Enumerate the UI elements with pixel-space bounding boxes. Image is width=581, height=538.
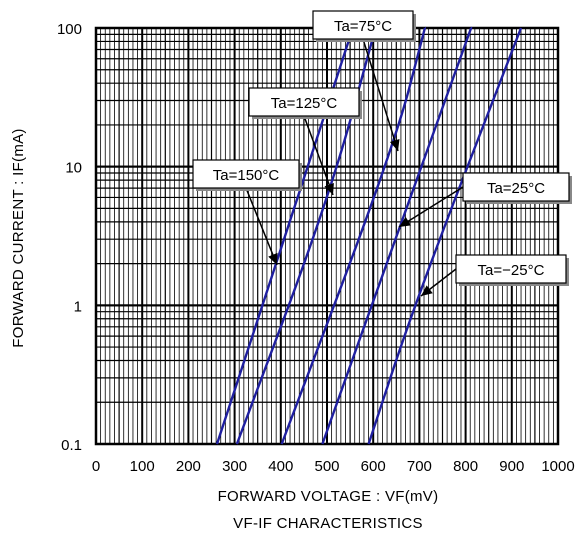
annotation-label: Ta=125°C — [271, 95, 338, 112]
x-tick-label: 700 — [407, 458, 432, 475]
tick-labels: 0 100 200 300 400 500 600 700 800 900 1000 0.1 1 10 10… — [57, 21, 575, 475]
annotation-label: Ta=−25°C — [478, 262, 545, 279]
chart-title: VF-IF CHARACTERISTICS — [233, 515, 423, 532]
x-tick-label: 200 — [176, 458, 201, 475]
annotation-arrowhead — [324, 182, 334, 195]
y-tick-label: 10 — [65, 160, 82, 177]
x-tick-label: 1000 — [541, 458, 574, 475]
y-tick-label: 0.1 — [61, 437, 82, 454]
y-axis-title: FORWARD CURRENT : IF(mA) — [10, 128, 27, 347]
annotation-box — [312, 10, 414, 40]
annotation-leader-line — [398, 186, 464, 228]
annotation-leader-line — [303, 115, 334, 196]
curves — [215, 26, 523, 445]
series-curve — [235, 27, 377, 445]
grid — [94, 26, 560, 446]
annotation-box — [462, 172, 570, 202]
series-curve — [280, 26, 427, 445]
annotation-label: Ta=75°C — [334, 18, 392, 35]
annotations: Ta=150°C Ta=125°C Ta=75°C Ta=25°C Ta=−25°C — [192, 10, 572, 297]
annotation-leader-line — [245, 187, 278, 266]
series-curve — [215, 26, 355, 445]
annotation-arrowhead — [389, 139, 400, 151]
y-tick-label: 100 — [57, 21, 82, 38]
annotation-leader-line — [362, 38, 399, 152]
x-tick-label: 600 — [361, 458, 386, 475]
annotation-arrowhead — [421, 285, 433, 296]
x-tick-label: 100 — [130, 458, 155, 475]
annotation-arrowhead — [268, 252, 278, 265]
x-axis-title: FORWARD VOLTAGE : VF(mV) — [218, 488, 439, 505]
series-curve — [321, 26, 473, 445]
annotation-arrowhead — [399, 216, 411, 227]
x-tick-label: 500 — [314, 458, 339, 475]
annotation-label: Ta=150°C — [213, 167, 280, 184]
x-tick-label: 900 — [499, 458, 524, 475]
series-curve — [367, 26, 523, 445]
x-tick-label: 800 — [453, 458, 478, 475]
annotation-label: Ta=25°C — [487, 180, 545, 197]
x-tick-label: 400 — [268, 458, 293, 475]
y-tick-label: 1 — [74, 298, 82, 315]
annotation-box — [455, 254, 567, 284]
annotation-box — [192, 159, 300, 189]
x-tick-label: 0 — [92, 458, 100, 475]
x-tick-label: 300 — [222, 458, 247, 475]
annotation-box — [248, 87, 360, 117]
